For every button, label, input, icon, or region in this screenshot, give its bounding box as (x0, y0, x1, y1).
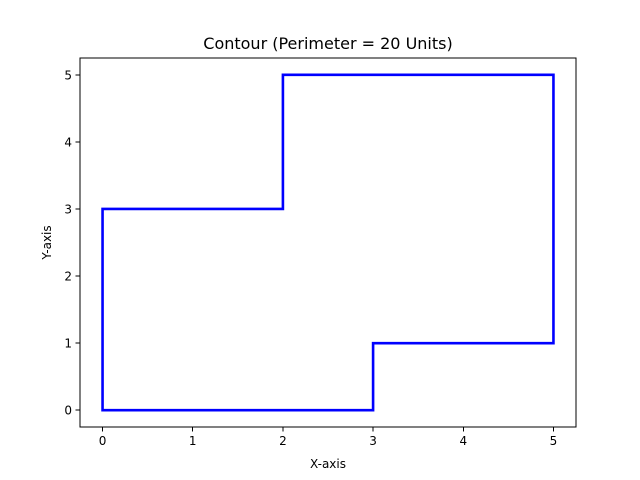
x-axis-ticks: 0 1 2 3 4 5 (99, 427, 558, 448)
y-axis-ticks: 0 1 2 3 4 5 (64, 68, 80, 418)
series-layer (101, 73, 555, 412)
x-tick-label: 2 (279, 434, 287, 448)
axes-frame (79, 57, 577, 428)
series-line-1 (101, 73, 555, 412)
y-tick-label: 0 (64, 404, 72, 418)
chart-title: Contour (Perimeter = 20 Units) (203, 34, 452, 53)
x-tick-label: 3 (369, 434, 377, 448)
y-tick-label: 2 (64, 270, 72, 284)
plot-area (80, 58, 576, 427)
y-tick-label: 4 (64, 135, 72, 149)
x-axis-label: X-axis (310, 457, 346, 471)
x-tick-label: 4 (459, 434, 467, 448)
x-tick-label: 0 (99, 434, 107, 448)
y-axis-label: Y-axis (40, 225, 54, 260)
y-tick-label: 1 (64, 337, 72, 351)
x-tick-label: 1 (189, 434, 197, 448)
y-tick-label: 3 (64, 202, 72, 216)
y-tick-label: 5 (64, 68, 72, 82)
x-tick-label: 5 (550, 434, 558, 448)
